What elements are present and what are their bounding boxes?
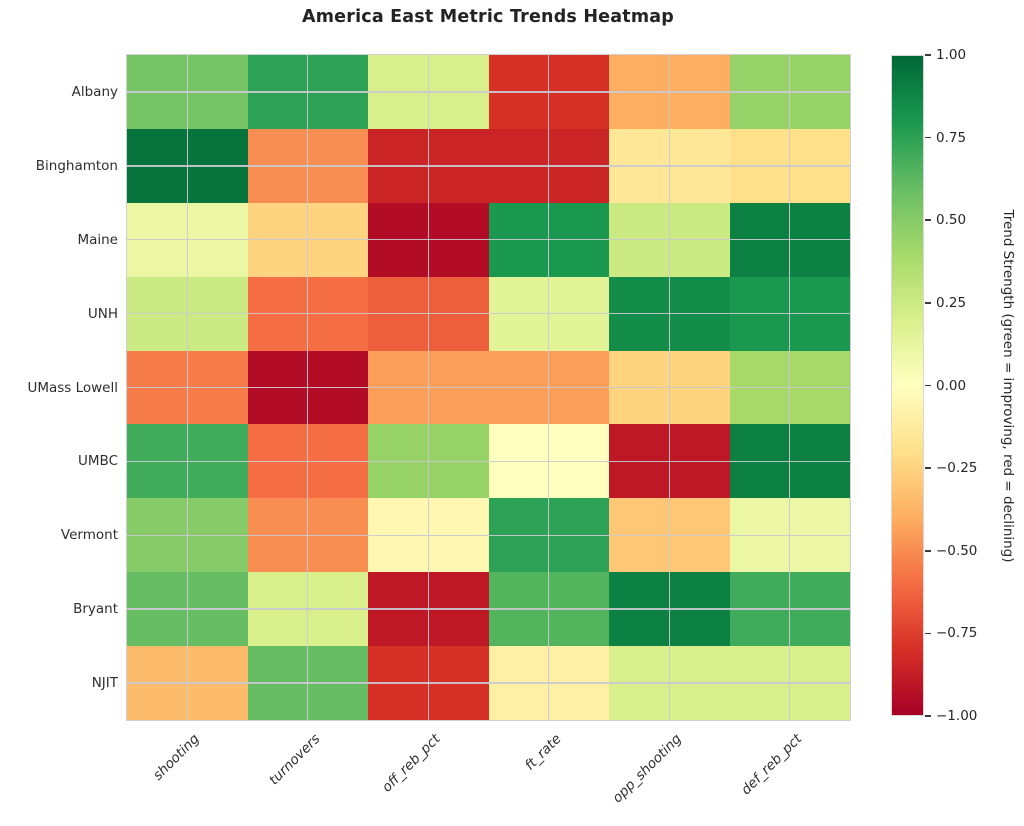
- y-tick-label: Bryant: [73, 601, 118, 618]
- gridline-horizontal: [127, 91, 850, 93]
- colorbar-tick: [925, 549, 931, 552]
- colorbar-tick-label: 0.75: [936, 129, 967, 146]
- x-tick-label: ft_rate: [521, 731, 565, 774]
- colorbar-tick: [925, 219, 931, 222]
- y-tick-label: Vermont: [60, 527, 118, 544]
- colorbar-tick-label: 1.00: [936, 47, 967, 63]
- y-tick-label: Maine: [77, 231, 118, 248]
- colorbar-tick-label: −0.25: [936, 460, 978, 477]
- chart-title: America East Metric Trends Heatmap: [301, 7, 675, 27]
- y-tick-label: UNH: [87, 305, 118, 322]
- gridline-horizontal: [127, 534, 850, 536]
- y-tick-label: UMBC: [78, 453, 118, 470]
- gridline-horizontal: [127, 239, 850, 241]
- colorbar-tick: [925, 384, 931, 387]
- colorbar-tick-label: −0.75: [936, 625, 978, 642]
- gridline-horizontal: [127, 312, 850, 315]
- colorbar-tick: [925, 632, 931, 635]
- x-tick-label: turnovers: [265, 731, 324, 789]
- colorbar-tick-label: 0.25: [936, 294, 967, 311]
- colorbar-tick-label: −0.50: [936, 542, 978, 559]
- colorbar-tick: [925, 54, 931, 56]
- colorbar-tick: [925, 136, 931, 139]
- gridline-horizontal: [127, 165, 850, 167]
- x-tick-label: opp_shooting: [609, 731, 685, 807]
- colorbar-tick-label: 0.50: [936, 212, 967, 229]
- heatmap-plot: [126, 54, 851, 721]
- colorbar-tick: [925, 467, 931, 469]
- gridline-horizontal: [127, 460, 850, 463]
- colorbar-tick: [925, 715, 931, 717]
- x-tick-label: def_reb_pct: [737, 731, 806, 799]
- y-tick-label: Albany: [71, 83, 118, 100]
- colorbar-tick-label: 0.00: [936, 377, 967, 394]
- colorbar: [891, 55, 924, 716]
- colorbar-tick-label: −1.00: [936, 708, 978, 724]
- x-tick-label: off_reb_pct: [379, 731, 444, 796]
- y-tick-label: UMass Lowell: [27, 379, 118, 396]
- colorbar-tick: [925, 302, 931, 304]
- gridline-horizontal: [127, 608, 850, 610]
- colorbar-label: Trend Strength (green = improving, red =…: [1000, 209, 1016, 563]
- gridline-horizontal: [127, 386, 850, 389]
- y-tick-label: Binghamton: [35, 157, 118, 174]
- y-tick-label: NJIT: [91, 675, 118, 692]
- gridline-horizontal: [127, 682, 850, 684]
- x-tick-label: shooting: [150, 731, 203, 784]
